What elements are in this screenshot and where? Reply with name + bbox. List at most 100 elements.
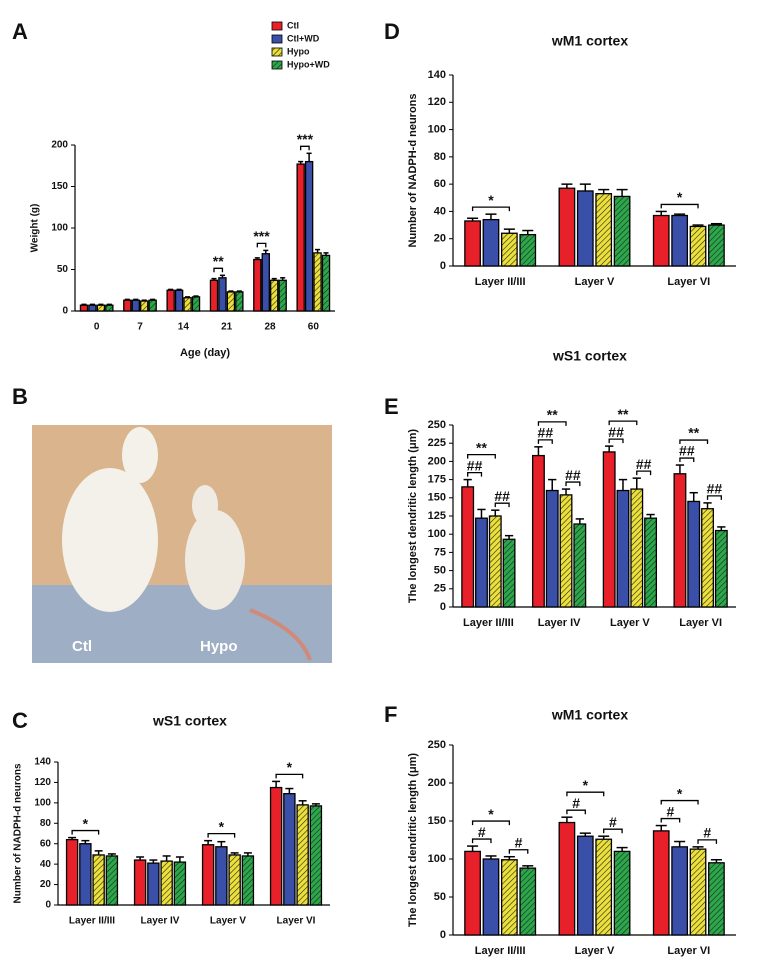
y-tick-label: 250: [428, 739, 446, 751]
legend-swatch: [271, 60, 283, 70]
bar: [558, 821, 576, 936]
bar: [559, 494, 573, 608]
y-tick-label: 0: [62, 306, 68, 317]
significance-label: *: [677, 189, 683, 205]
bar: [253, 258, 262, 312]
y-tick-label: 100: [428, 123, 446, 135]
significance-label: #: [572, 795, 580, 811]
bar: [671, 214, 689, 267]
bar: [215, 846, 228, 906]
chart-title: wM1 cortex: [551, 33, 628, 49]
significance-bracket: [508, 849, 529, 854]
significance-label: *: [677, 785, 683, 801]
bar: [714, 529, 728, 608]
bar: [313, 252, 322, 312]
x-tick-label: Layer II/III: [475, 276, 526, 288]
x-tick-label: Layer II/III: [463, 617, 514, 629]
y-tick-label: 120: [34, 777, 51, 788]
bar: [464, 220, 481, 267]
significance-bracket: [660, 817, 681, 823]
bar: [105, 304, 114, 312]
bar: [160, 860, 173, 906]
y-tick-label: 40: [434, 205, 446, 217]
bar: [88, 304, 97, 312]
legend-label: Hypo+WD: [287, 59, 330, 69]
bar: [133, 859, 147, 906]
x-tick-label: 28: [264, 322, 276, 333]
bar: [173, 861, 187, 906]
significance-bracket: [471, 838, 492, 844]
legend-label: Hypo: [287, 46, 310, 56]
bar: [296, 163, 305, 312]
significance-bracket: [566, 791, 605, 797]
y-axis-label: The longest dendritic length (μm): [407, 429, 419, 604]
y-tick-label: 200: [51, 140, 68, 151]
bar: [545, 489, 559, 608]
y-tick-label: 100: [428, 853, 446, 865]
panel-letter: A: [12, 19, 28, 44]
bar: [309, 805, 323, 906]
significance-label: ##: [565, 467, 581, 483]
rat-ctl: [62, 468, 158, 612]
y-tick-label: 0: [440, 260, 446, 272]
significance-label: ##: [538, 425, 554, 441]
bar: [708, 224, 725, 267]
significance-bracket: [697, 839, 718, 844]
significance-bracket: [706, 495, 722, 500]
bar: [218, 277, 227, 312]
bar: [644, 517, 658, 608]
bar: [652, 214, 670, 267]
chart-title: wS1 cortex: [552, 348, 627, 364]
significance-label: #: [609, 814, 617, 830]
x-tick-label: 0: [94, 322, 100, 333]
bar: [201, 844, 215, 906]
y-tick-label: 175: [428, 474, 446, 486]
panel-letter: D: [384, 19, 400, 44]
bar: [701, 508, 714, 608]
legend-swatch: [271, 47, 283, 57]
bar: [123, 299, 132, 312]
bar: [613, 195, 631, 267]
y-tick-label: 50: [434, 891, 446, 903]
bar: [689, 225, 707, 267]
y-tick-label: 50: [434, 565, 446, 577]
significance-bracket: [537, 439, 553, 444]
x-tick-label: Layer V: [575, 945, 615, 957]
x-tick-label: Layer VI: [679, 617, 722, 629]
significance-bracket: [679, 457, 695, 463]
y-tick-label: 200: [428, 455, 446, 467]
bar: [209, 279, 219, 312]
x-tick-label: 21: [221, 322, 233, 333]
panel-letter: B: [12, 384, 28, 409]
significance-label: **: [618, 406, 629, 422]
y-axis-label: The longest dendritic length (μm): [407, 753, 419, 928]
significance-label: #: [667, 803, 675, 819]
chart-title: wS1 cortex: [152, 713, 227, 729]
x-tick-label: Layer V: [575, 276, 615, 288]
y-tick-label: 40: [40, 859, 52, 870]
significance-bracket: [467, 453, 496, 459]
significance-bracket: [660, 799, 699, 805]
y-tick-label: 20: [434, 233, 446, 245]
significance-label: **: [547, 407, 558, 423]
rat-ctl-head: [122, 427, 158, 483]
bar: [519, 233, 537, 267]
x-axis-label: Age (day): [180, 347, 230, 359]
bar: [576, 190, 594, 267]
y-axis-label: Number of NADPH-d neurons: [13, 763, 24, 903]
legend-swatch: [271, 34, 283, 44]
bar: [79, 843, 92, 906]
significance-label: **: [476, 439, 487, 455]
significance-bracket: [471, 820, 511, 826]
bar: [278, 279, 287, 312]
chart-title: wM1 cortex: [551, 707, 628, 723]
significance-label: *: [488, 192, 494, 208]
bar: [261, 253, 270, 312]
bar: [689, 848, 707, 936]
bar: [147, 862, 160, 906]
y-tick-label: 80: [434, 151, 446, 163]
